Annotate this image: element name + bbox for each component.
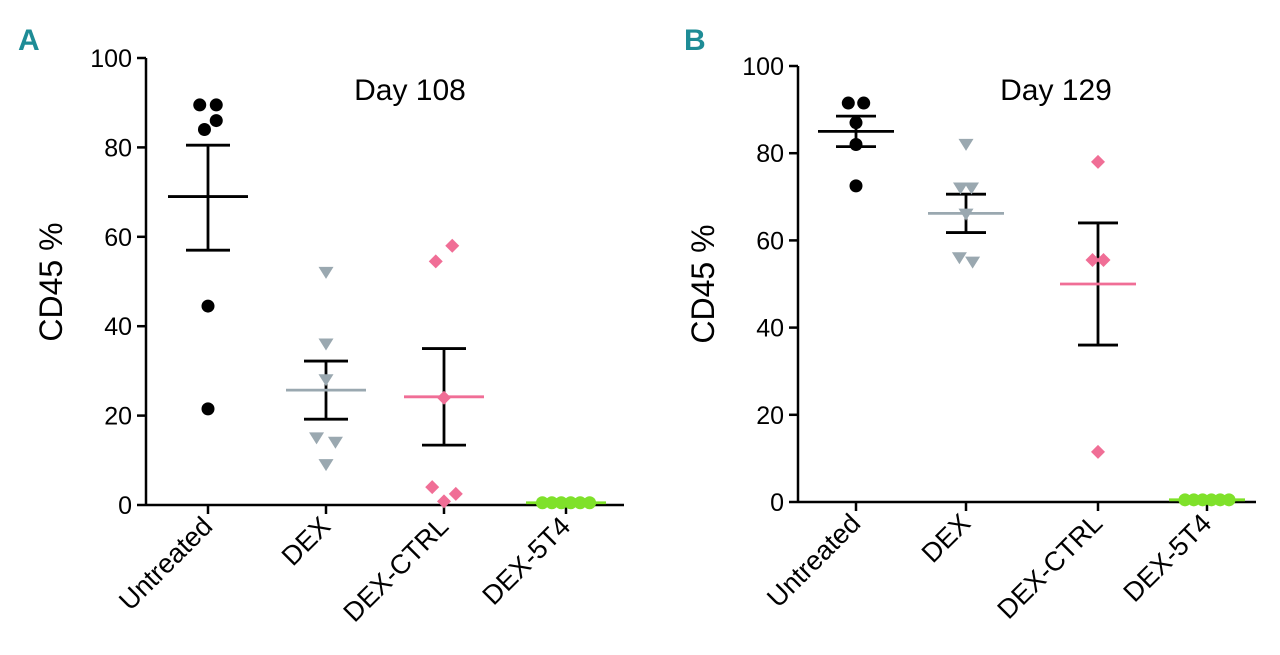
y-tick-label: 80 [104, 134, 132, 162]
data-point [965, 256, 981, 269]
x-tick-label: DEX [276, 511, 336, 571]
data-point [209, 98, 223, 112]
data-point [1091, 154, 1105, 169]
data-point [951, 252, 967, 265]
data-point [1085, 253, 1100, 268]
data-point [1096, 253, 1111, 268]
y-axis-title: CD45 % [685, 224, 721, 343]
y-tick-label: 60 [756, 227, 784, 255]
x-tick-label: Untreated [113, 511, 218, 616]
panel-letter: B [684, 24, 706, 57]
chart-title: Day 129 [1000, 74, 1112, 107]
x-tick-label: DEX-CTRL [338, 511, 455, 628]
data-point [857, 96, 871, 110]
data-point [849, 179, 863, 193]
data-point [318, 266, 334, 279]
y-tick-label: 40 [104, 313, 132, 341]
data-point [1091, 444, 1105, 459]
data-point [197, 123, 211, 137]
data-point [193, 98, 207, 112]
y-tick-label: 60 [104, 224, 132, 252]
data-point [445, 238, 460, 253]
x-tick-label: DEX-CTRL [992, 508, 1109, 625]
data-point [318, 374, 334, 387]
x-tick-label: Untreated [761, 508, 866, 613]
data-point [841, 96, 855, 110]
data-point [437, 494, 451, 509]
data-point [318, 338, 334, 351]
data-point [327, 436, 343, 449]
y-tick-label: 0 [118, 492, 132, 520]
y-tick-label: 0 [770, 489, 784, 517]
y-tick-label: 40 [756, 315, 784, 343]
y-axis-title: CD45 % [33, 222, 69, 341]
data-point [318, 459, 334, 472]
data-point [964, 182, 979, 195]
data-point [201, 402, 215, 416]
data-point [309, 432, 325, 445]
data-point [209, 114, 223, 128]
data-point [958, 138, 974, 151]
data-point [953, 182, 968, 195]
x-tick-label: DEX-5T4 [1118, 508, 1218, 608]
data-point [428, 254, 443, 269]
data-point [849, 137, 863, 151]
data-point [425, 480, 440, 495]
data-point [448, 486, 463, 501]
data-point [849, 116, 863, 130]
panel-letter: A [18, 24, 40, 57]
y-tick-label: 100 [742, 53, 784, 81]
y-tick-label: 100 [90, 45, 132, 73]
y-tick-label: 80 [756, 140, 784, 168]
y-tick-label: 20 [104, 403, 132, 431]
chart-title: Day 108 [354, 74, 466, 107]
x-tick-label: DEX [916, 508, 976, 568]
y-tick-label: 20 [756, 402, 784, 430]
data-point [201, 299, 215, 313]
x-tick-label: DEX-5T4 [477, 511, 577, 611]
panel-b-chart: B Day 129 CD45 % 0 20 40 60 80 100 Untreated DEX DE… [684, 24, 1256, 625]
